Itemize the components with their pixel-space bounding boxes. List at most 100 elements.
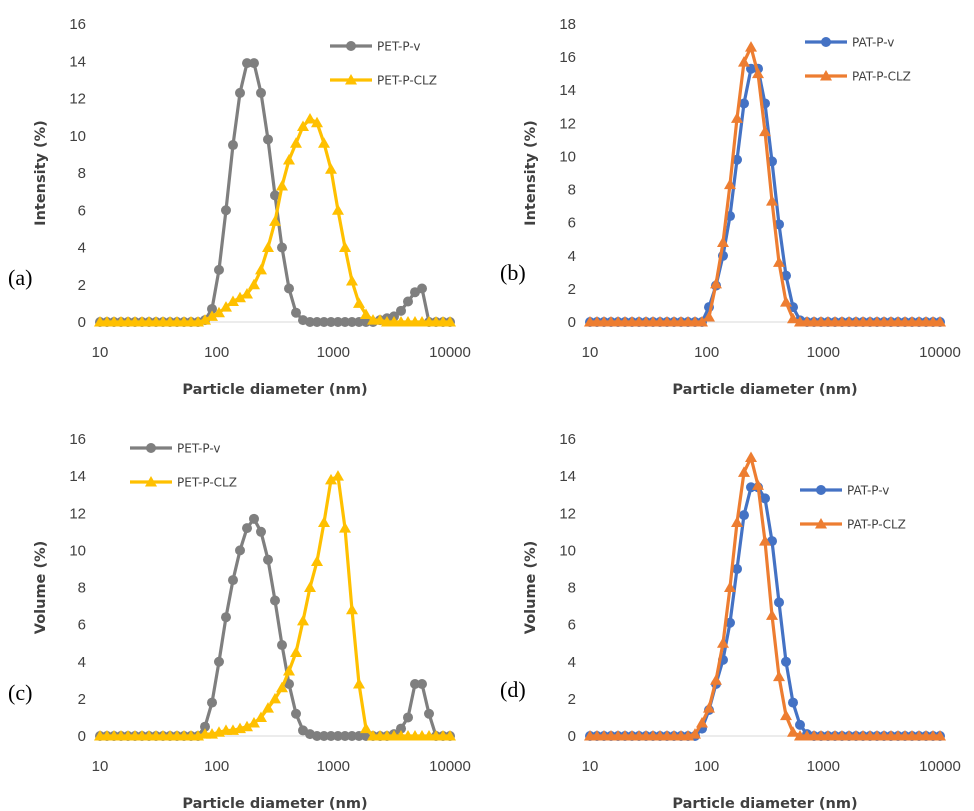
legend-entry: PET-P-CLZ — [130, 476, 237, 490]
data-point — [304, 112, 316, 124]
y-tick-label: 4 — [568, 248, 576, 265]
y-tick-label: 6 — [78, 617, 86, 634]
y-tick-label: 2 — [78, 277, 86, 294]
data-point — [241, 288, 254, 299]
data-point — [262, 241, 274, 252]
y-tick-label: 6 — [78, 202, 86, 219]
y-tick-label: 4 — [78, 240, 86, 257]
data-point — [354, 731, 365, 741]
legend-label: PET-P-CLZ — [377, 74, 437, 88]
data-point — [731, 516, 744, 528]
data-point — [788, 697, 798, 708]
data-point — [312, 317, 322, 327]
data-point — [213, 264, 224, 275]
y-tick-label: 2 — [568, 281, 576, 298]
legend-entry: PAT-P-v — [800, 484, 889, 498]
x-tick-label: 10 — [92, 344, 109, 361]
data-point — [284, 679, 294, 690]
y-tick-label: 10 — [69, 128, 86, 145]
legend-entry: PAT-P-CLZ — [805, 70, 911, 84]
data-point — [340, 731, 350, 741]
series — [95, 513, 455, 741]
legend-label: PET-P-v — [177, 442, 220, 456]
data-point — [732, 154, 743, 165]
series — [584, 451, 946, 741]
data-point — [759, 125, 771, 137]
panel-label: (d) — [500, 677, 526, 702]
data-point — [319, 317, 329, 327]
y-tick-label: 6 — [568, 617, 576, 634]
data-point — [326, 731, 336, 741]
legend-label: PAT-P-v — [852, 36, 894, 50]
x-tick-label: 100 — [204, 758, 229, 775]
data-point — [410, 679, 420, 690]
data-point — [297, 614, 309, 626]
y-tick-label: 12 — [69, 91, 86, 108]
data-point — [319, 731, 329, 741]
data-point — [311, 555, 323, 567]
legend-label: PET-P-v — [377, 40, 420, 54]
y-tick-label: 16 — [69, 16, 86, 33]
data-point — [318, 137, 330, 148]
data-point — [227, 575, 238, 586]
y-tick-label: 14 — [559, 82, 576, 99]
data-point — [242, 523, 253, 534]
data-point — [200, 721, 210, 732]
data-point — [331, 204, 344, 215]
data-point — [396, 305, 406, 316]
panel-label: (a) — [8, 265, 32, 290]
data-point — [226, 295, 239, 307]
data-point — [709, 674, 722, 685]
data-point — [262, 702, 274, 713]
data-point — [207, 697, 217, 708]
data-point — [213, 656, 224, 667]
y-axis-title: Intensity (%) — [523, 120, 539, 226]
y-tick-label: 2 — [78, 691, 86, 708]
panel-label: (c) — [8, 680, 32, 705]
data-point — [291, 708, 301, 719]
data-point — [339, 522, 351, 533]
panel-label: (b) — [500, 260, 526, 285]
data-point — [277, 242, 287, 253]
data-point — [417, 679, 427, 690]
y-tick-label: 0 — [78, 314, 86, 331]
y-tick-label: 8 — [78, 580, 86, 597]
data-point — [781, 270, 791, 281]
data-point — [234, 291, 246, 303]
data-point — [304, 581, 316, 592]
chart-panel: 0 2 4 6 8 10 12 14 16 10 100 1000 10000 Particle diam… — [500, 431, 961, 811]
data-point — [326, 317, 336, 327]
x-tick-label: 10 — [92, 758, 109, 775]
data-point — [255, 263, 267, 275]
data-point — [270, 190, 280, 201]
x-tick-label: 1000 — [807, 758, 840, 775]
data-point — [787, 726, 799, 737]
data-point — [325, 473, 337, 485]
data-point — [332, 731, 343, 741]
y-tick-label: 12 — [559, 115, 576, 132]
legend-swatch-marker — [345, 74, 357, 85]
data-point — [709, 277, 722, 289]
x-tick-label: 1000 — [317, 758, 350, 775]
data-point — [346, 731, 357, 741]
data-point — [219, 301, 232, 312]
data-point — [247, 717, 260, 728]
x-tick-label: 100 — [204, 344, 229, 361]
x-axis-title: Particle diameter (nm) — [672, 382, 857, 398]
data-point — [737, 466, 750, 477]
data-point — [787, 312, 799, 324]
data-point — [331, 470, 344, 481]
data-point — [752, 67, 764, 79]
x-tick-label: 10000 — [919, 344, 961, 361]
y-tick-label: 14 — [69, 53, 86, 70]
data-point — [396, 723, 406, 734]
data-point — [724, 581, 736, 592]
legend-swatch-marker — [815, 518, 827, 529]
series — [94, 470, 456, 741]
chart-panel: 0 2 4 6 8 10 12 14 16 18 10 100 1000 10000 Particle di… — [500, 16, 961, 398]
data-point — [781, 656, 791, 667]
data-point — [235, 87, 245, 98]
y-tick-label: 12 — [559, 505, 576, 522]
data-point — [417, 283, 427, 294]
